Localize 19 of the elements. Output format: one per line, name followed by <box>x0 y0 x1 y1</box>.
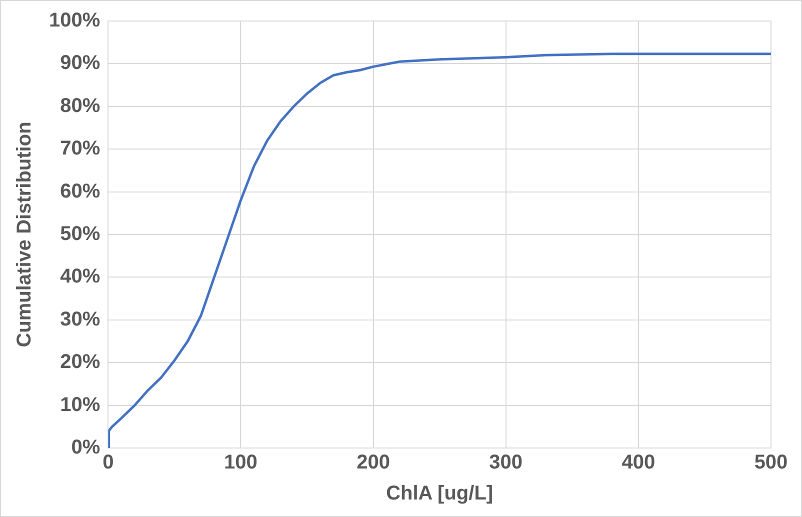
y-tick-label: 100% <box>48 10 100 32</box>
x-tick-label: 200 <box>356 452 390 474</box>
x-tick-label: 100 <box>224 452 258 474</box>
x-tick-label: 0 <box>102 452 114 474</box>
y-tick-label: 90% <box>60 52 100 74</box>
y-axis-title: Cumulative Distribution <box>14 122 36 348</box>
y-tick-label: 60% <box>60 180 100 202</box>
y-tick-label: 10% <box>60 394 100 416</box>
y-tick-label: 20% <box>60 351 100 374</box>
y-tick-label: 70% <box>60 138 100 160</box>
x-tick-label: 400 <box>622 452 656 474</box>
y-tick-label: 50% <box>60 223 100 246</box>
y-tick-label: 30% <box>60 308 100 330</box>
y-tick-label: 0% <box>71 436 100 459</box>
y-tick-label: 80% <box>60 94 100 117</box>
x-tick-label: 300 <box>489 452 523 474</box>
x-axis-title: ChlA [ug/L] <box>386 482 494 505</box>
x-tick-label: 500 <box>754 452 788 474</box>
y-tick-label: 40% <box>60 266 100 288</box>
